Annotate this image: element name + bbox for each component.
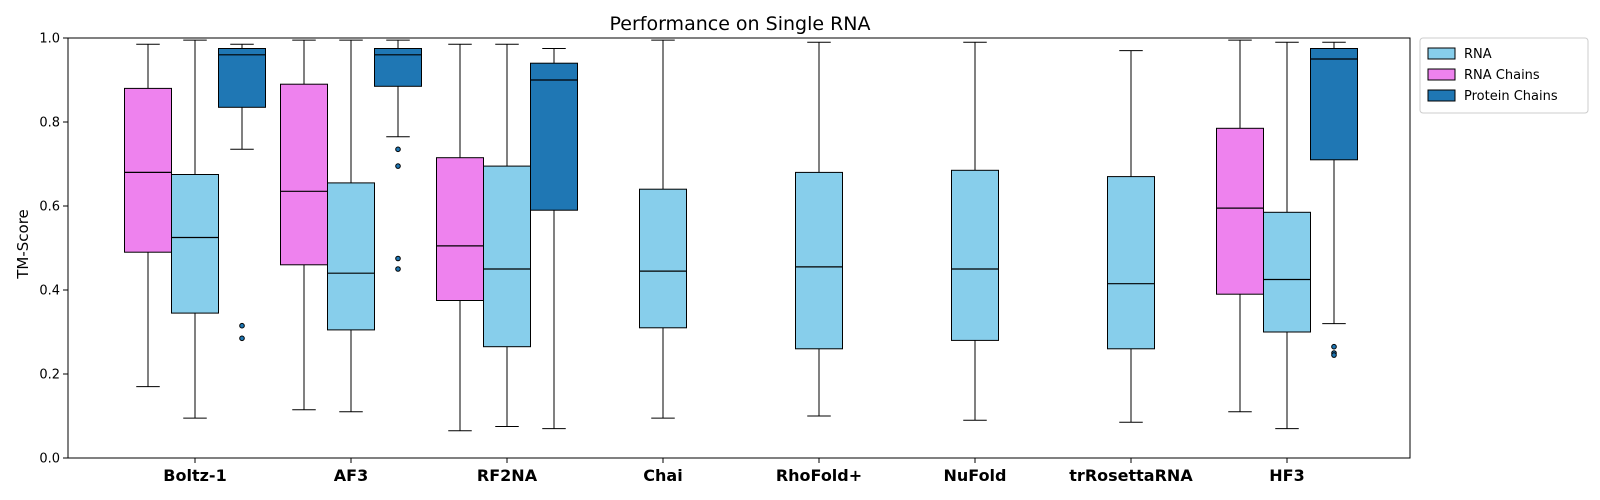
x-tick-label: HF3: [1269, 466, 1304, 485]
box-body: [483, 165, 531, 348]
legend-label: RNA Chains: [1464, 68, 1540, 83]
y-tick-label: 0.0: [39, 452, 60, 467]
plot-frame: [67, 37, 1411, 459]
box-flier: [239, 335, 245, 342]
plot-area: 0.0 0.2 0.4 0.6 0.8 1.0 Boltz-1 AF3 RF2NA Chai Rho…: [39, 32, 1411, 485]
box-body: [530, 62, 578, 211]
box-flier: [395, 163, 401, 169]
legend: RNA RNA Chains Protein Chains: [1419, 37, 1589, 114]
x-tick-label: RF2NA: [477, 466, 538, 485]
legend-swatch: [1427, 68, 1456, 81]
box-flier: [395, 146, 401, 153]
box-flier: [1331, 343, 1337, 350]
x-tick-label: trRosettaRNA: [1069, 466, 1193, 485]
y-tick-label: 0.8: [39, 116, 60, 131]
legend-swatch: [1427, 89, 1456, 102]
y-tick-label: 0.6: [39, 200, 60, 215]
box-body: [1263, 211, 1311, 333]
box-body: [280, 83, 328, 266]
box-body: [1310, 48, 1358, 161]
x-tick-label: RhoFold+: [776, 466, 862, 485]
y-tick-label: 0.2: [39, 368, 60, 383]
box-body: [1107, 176, 1155, 350]
box-body: [327, 182, 375, 331]
box-body: [124, 87, 172, 253]
box-body: [218, 48, 266, 108]
box-flier: [239, 322, 245, 329]
box-flier: [1331, 352, 1337, 358]
box-body: [171, 174, 219, 314]
x-tick-label: Boltz-1: [163, 466, 226, 485]
chart-title: Performance on Single RNA: [609, 13, 870, 35]
legend-frame: [1419, 37, 1589, 114]
box-body: [639, 188, 687, 329]
y-axis-label: TM-Score: [14, 209, 32, 280]
box-body: [436, 157, 484, 301]
box-body: [951, 169, 999, 341]
box-flier: [395, 255, 401, 262]
y-tick-label: 1.0: [39, 32, 60, 47]
x-tick-label: Chai: [643, 466, 682, 485]
box-body: [1216, 127, 1264, 295]
x-tick-label: AF3: [334, 466, 368, 485]
box-body: [374, 48, 422, 87]
box-flier: [395, 266, 401, 272]
legend-swatch: [1427, 47, 1456, 60]
legend-label: RNA: [1464, 47, 1492, 62]
box-body: [795, 171, 843, 350]
legend-label: Protein Chains: [1464, 89, 1558, 104]
y-tick-label: 0.4: [39, 284, 60, 299]
x-tick-label: NuFold: [944, 466, 1007, 485]
